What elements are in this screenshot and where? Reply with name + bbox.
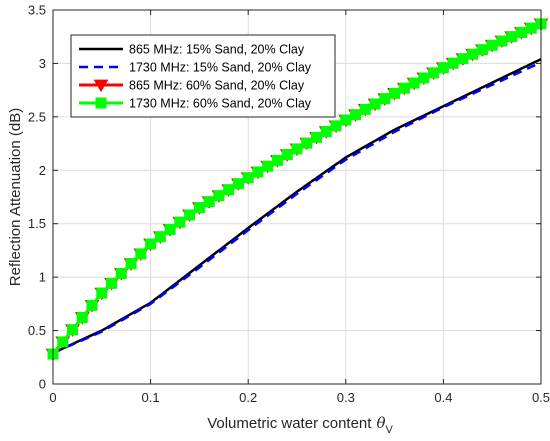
series-marker	[418, 72, 430, 84]
x-tick-label: 0.1	[142, 390, 160, 405]
y-tick-label: 2.5	[28, 109, 46, 124]
series-marker	[135, 248, 147, 260]
series-marker	[379, 93, 391, 105]
series-marker	[350, 109, 362, 121]
plot-frame	[52, 9, 542, 385]
legend-item: 865 MHz: 60% Sand, 20% Clay	[79, 79, 305, 93]
series-marker	[330, 120, 342, 132]
series-marker	[232, 178, 244, 190]
series-marker	[291, 143, 303, 155]
series-marker	[57, 336, 69, 348]
series-marker	[340, 114, 352, 126]
legend-item: 1730 MHz: 60% Sand, 20% Clay	[79, 97, 312, 111]
y-tick-label: 0	[39, 377, 46, 392]
y-tick-label: 3.5	[28, 3, 46, 18]
x-tick-labels: 0 0.1 0.2 0.3 0.4 0.5	[49, 390, 550, 405]
series-marker	[193, 202, 205, 214]
series-marker	[311, 131, 323, 143]
series-marker	[184, 209, 196, 221]
series-line	[52, 61, 542, 355]
series-marker	[467, 48, 479, 60]
legend-marker	[95, 97, 107, 109]
legend-label: 865 MHz: 60% Sand, 20% Clay	[129, 79, 305, 93]
series-marker	[408, 77, 420, 89]
series-marker	[106, 277, 118, 289]
series-marker	[86, 299, 98, 311]
series-marker	[320, 126, 332, 138]
legend: 865 MHz: 15% Sand, 20% Clay 1730 MHz: 15%…	[70, 34, 336, 118]
series-marker	[213, 190, 225, 202]
ticks	[52, 9, 542, 385]
legend-item: 865 MHz: 15% Sand, 20% Clay	[79, 43, 305, 57]
series-marker	[369, 98, 381, 110]
series-marker	[476, 44, 488, 56]
x-axis-subscript: V	[385, 424, 393, 436]
series-marker	[506, 31, 518, 43]
series-marker	[96, 287, 108, 299]
series-marker	[203, 196, 215, 208]
x-axis-title-text: Volumetric water content	[207, 415, 372, 432]
series-marker	[242, 172, 254, 184]
legend-marker	[93, 79, 109, 93]
x-tick-label: 0	[49, 390, 56, 405]
series-marker	[271, 154, 283, 166]
series-marker	[389, 87, 401, 99]
series-marker	[164, 223, 176, 235]
x-axis-title: Volumetric water content θV	[207, 414, 393, 436]
series-marker	[359, 103, 371, 115]
series-marker	[437, 62, 449, 74]
series-marker	[125, 258, 137, 270]
series-marker	[515, 26, 527, 38]
y-tick-label: 3	[39, 56, 46, 71]
series-marker	[115, 268, 127, 280]
legend-label: 865 MHz: 15% Sand, 20% Clay	[129, 43, 305, 57]
x-axis-symbol: θ	[376, 414, 385, 432]
x-tick-label: 0.2	[239, 390, 257, 405]
series-marker	[428, 67, 440, 79]
series-marker	[281, 149, 293, 161]
legend-label: 1730 MHz: 15% Sand, 20% Clay	[129, 61, 312, 75]
series-marker	[76, 312, 88, 324]
series-marker	[67, 324, 79, 336]
x-tick-label: 0.4	[434, 390, 452, 405]
series-marker	[525, 22, 537, 34]
x-tick-label: 0.5	[532, 390, 550, 405]
series-marker	[496, 35, 508, 47]
series-marker	[457, 53, 469, 65]
series-marker	[486, 39, 498, 51]
series-marker	[252, 166, 264, 178]
series-marker	[301, 137, 313, 149]
series-marker	[262, 160, 274, 172]
y-tick-label: 0.5	[28, 323, 46, 338]
series-marker	[398, 82, 410, 94]
series-marker	[223, 184, 235, 196]
y-tick-labels: 0 0.5 1 1.5 2 2.5 3 3.5	[28, 3, 46, 392]
y-axis-title: Reflection Attenuation (dB)	[7, 108, 24, 286]
series-marker	[145, 238, 157, 250]
series-4	[47, 18, 547, 360]
series-marker	[447, 57, 459, 69]
y-tick-label: 1	[39, 270, 46, 285]
x-tick-label: 0.3	[337, 390, 355, 405]
series-2	[52, 61, 542, 355]
y-tick-label: 1.5	[28, 216, 46, 231]
legend-item: 1730 MHz: 15% Sand, 20% Clay	[79, 61, 312, 75]
series-marker	[174, 216, 186, 228]
series-marker	[154, 231, 166, 243]
y-tick-label: 2	[39, 163, 46, 178]
legend-label: 1730 MHz: 60% Sand, 20% Clay	[129, 97, 312, 111]
